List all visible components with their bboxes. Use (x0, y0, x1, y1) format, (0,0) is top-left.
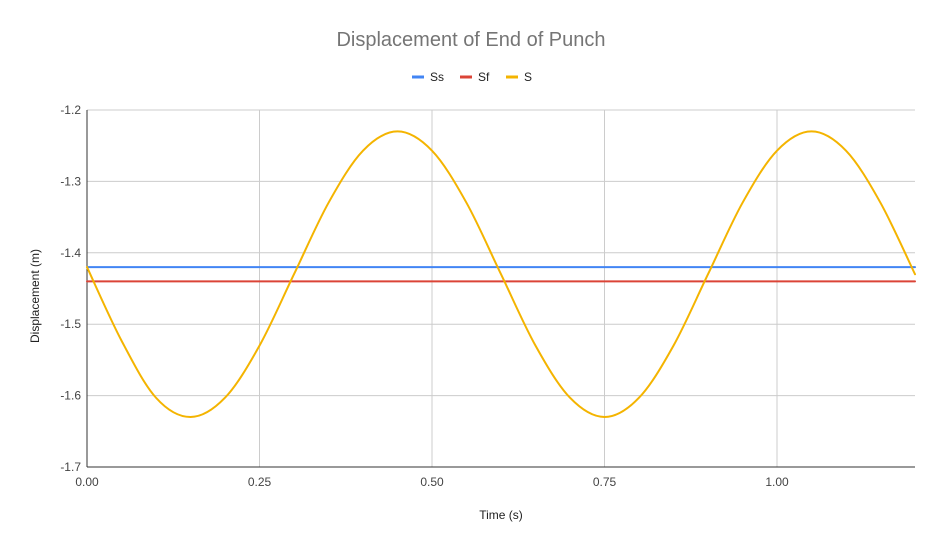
x-tick-label: 1.00 (765, 475, 789, 489)
legend-item-ss: Ss (412, 70, 444, 84)
y-axis-title: Displacement (m) (28, 249, 42, 343)
series-line-s (86, 130, 916, 419)
y-tick-label: -1.4 (60, 246, 81, 260)
x-axis-title: Time (s) (479, 508, 523, 522)
y-tick-label: -1.7 (60, 460, 81, 474)
legend-label: Sf (478, 70, 490, 84)
y-tick-label: -1.6 (60, 389, 81, 403)
y-tick-label: -1.5 (60, 317, 81, 331)
y-tick-label: -1.2 (60, 103, 81, 117)
series-layer (86, 130, 916, 419)
x-tick-label: 0.00 (75, 475, 99, 489)
y-tick-label: -1.3 (60, 174, 81, 188)
legend-label: Ss (430, 70, 444, 84)
x-tick-label: 0.50 (420, 475, 444, 489)
legend-item-sf: Sf (460, 70, 490, 84)
legend: Ss Sf S (412, 70, 532, 84)
grid (87, 109, 915, 468)
legend-item-s: S (506, 70, 532, 84)
legend-label: S (524, 70, 532, 84)
x-tick-label: 0.25 (248, 475, 272, 489)
axes: -1.2 -1.3 -1.4 -1.5 -1.6 -1.70.00 0.25 0.50 0.75… (60, 103, 915, 489)
chart-title: Displacement of End of Punch (336, 29, 605, 51)
x-tick-label: 0.75 (593, 475, 617, 489)
